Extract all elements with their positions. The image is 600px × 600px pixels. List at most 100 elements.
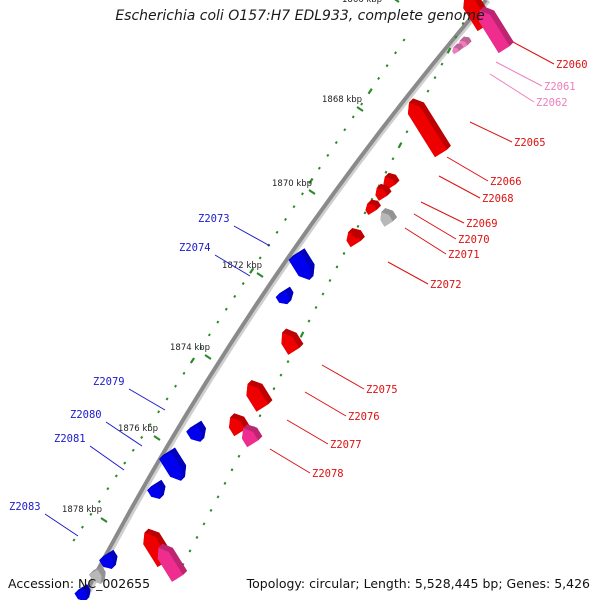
gene-z2065-label[interactable]: Z2065	[514, 137, 546, 149]
tick-mark	[433, 76, 437, 80]
gene-z2077-label[interactable]: Z2077	[330, 439, 362, 451]
kbp-position-label: 1878 kbp	[62, 505, 102, 515]
gene-arrow-unlabeled[interactable]	[479, 6, 514, 53]
gene-arrow-edge	[170, 447, 187, 470]
tick-mark	[391, 157, 395, 161]
gene-arrow-face	[365, 203, 377, 215]
gene-z2073-arrow[interactable]	[288, 248, 315, 280]
tick-mark	[384, 170, 388, 174]
gene-z2072-arrow[interactable]	[349, 231, 361, 243]
gene-arrow-edge	[186, 420, 202, 432]
tick-mark	[394, 51, 398, 55]
gene-z2081-arrow[interactable]	[147, 479, 166, 499]
tick-mark	[157, 410, 161, 414]
gene-arrow-face	[407, 102, 447, 158]
tick-mark	[89, 512, 93, 516]
kbp-position-label: 1870 kbp	[272, 179, 312, 189]
gene-z2075-label[interactable]: Z2075	[366, 384, 398, 396]
tick-mark	[97, 499, 101, 504]
tick-mark	[367, 88, 373, 95]
gene-arrow-edge	[292, 332, 304, 348]
gene-arrow-edge	[157, 479, 166, 491]
gene-arrow-edge	[247, 380, 263, 389]
tick-mark	[335, 265, 339, 269]
gene-arrow-face	[186, 424, 202, 442]
gene-z2068-arrow[interactable]	[375, 183, 392, 201]
gene-z2065-arrow[interactable]	[407, 98, 451, 158]
tick-mark	[334, 141, 338, 145]
gene-arrow-unlabeled[interactable]	[89, 565, 106, 584]
gene-arrow-edge	[367, 199, 378, 205]
tick-mark	[402, 38, 406, 42]
gene-z2078-arrow[interactable]	[242, 424, 263, 448]
gene-z2079-arrow[interactable]	[186, 420, 206, 442]
gene-z2062-arrow[interactable]	[452, 43, 464, 55]
gene-arrow-face	[288, 252, 311, 280]
gene-z2074-arrow[interactable]	[275, 286, 294, 305]
gene-z2071-label[interactable]: Z2071	[448, 249, 480, 261]
gene-arrow-edge	[285, 286, 294, 297]
gene-z2069-arrow[interactable]	[380, 208, 397, 227]
tick-mark	[328, 278, 332, 283]
kbp-position-label: 1872 kbp	[222, 261, 262, 271]
gene-z2081-leader-line	[89, 445, 125, 471]
kbp-position-label: 1874 kbp	[170, 343, 210, 353]
tick-mark	[360, 102, 364, 106]
gene-arrow-edge	[282, 328, 297, 337]
gene-z2061-label[interactable]: Z2061	[544, 81, 576, 93]
gene-z2070-arrow[interactable]	[365, 199, 381, 215]
tick-mark	[377, 76, 381, 81]
kbp-position-label: 1868 kbp	[322, 95, 362, 105]
gene-z2065-leader-line	[469, 121, 513, 143]
gene-arrow-edge	[479, 6, 495, 15]
genome-summary-label: Topology: circular; Length: 5,528,445 bp…	[246, 576, 590, 591]
gene-z2070-label[interactable]: Z2070	[458, 234, 490, 246]
kbp-tick-mark	[256, 272, 264, 278]
gene-z2083-label[interactable]: Z2083	[9, 501, 41, 513]
gene-z2066-label[interactable]: Z2066	[490, 176, 522, 188]
gene-z2083-arrow[interactable]	[99, 549, 118, 569]
kbp-tick-mark	[204, 354, 212, 360]
gene-z2076-arrow[interactable]	[246, 380, 273, 412]
tick-mark	[233, 294, 237, 298]
gene-z2081-label[interactable]: Z2081	[54, 433, 86, 445]
gene-z2074-leader-line	[214, 254, 251, 277]
gene-z2075-leader-line	[321, 364, 365, 390]
gene-arrow-face	[349, 235, 357, 243]
kbp-tick-mark	[153, 435, 161, 441]
gene-z2069-label[interactable]: Z2069	[466, 218, 498, 230]
gene-features-layer	[74, 0, 514, 600]
gene-z2073-label[interactable]: Z2073	[198, 213, 230, 225]
gene-z2068-label[interactable]: Z2068	[482, 193, 514, 205]
gene-z2076-label[interactable]: Z2076	[348, 411, 380, 423]
tick-mark	[123, 461, 127, 465]
gene-arrow-unlabeled[interactable]	[74, 584, 91, 600]
tick-mark	[148, 423, 152, 427]
gene-arrow-face	[375, 187, 388, 201]
gene-arrow-edge	[89, 565, 102, 575]
gene-arrow-face	[147, 483, 162, 499]
gene-z2078-label[interactable]: Z2078	[312, 468, 344, 480]
gene-arrow-unlabeled[interactable]	[157, 543, 188, 582]
tick-mark	[343, 128, 347, 132]
gene-arrow-face	[275, 290, 290, 305]
gene-arrow-edge	[158, 543, 173, 552]
gene-z2074-label[interactable]: Z2074	[179, 242, 211, 254]
gene-z2075-arrow[interactable]	[281, 328, 304, 355]
gene-z2061-leader-line	[495, 61, 543, 87]
gene-z2080-arrow[interactable]	[159, 447, 187, 481]
gene-z2062-label[interactable]: Z2062	[536, 97, 568, 109]
tick-mark	[195, 535, 199, 539]
gene-z2060-label[interactable]: Z2060	[556, 59, 588, 71]
gene-z2080-label[interactable]: Z2080	[70, 409, 102, 421]
gene-arrow-edge	[459, 36, 470, 42]
gene-z2079-label[interactable]: Z2079	[93, 376, 125, 388]
gene-z2071-leader-line	[404, 227, 447, 255]
tick-mark	[461, 21, 465, 26]
gene-arrow-edge	[83, 584, 91, 594]
tick-mark	[454, 35, 458, 39]
tick-mark	[216, 320, 220, 324]
gene-arrow-face	[157, 547, 184, 582]
tick-mark	[72, 538, 76, 542]
gene-z2072-label[interactable]: Z2072	[430, 279, 462, 291]
